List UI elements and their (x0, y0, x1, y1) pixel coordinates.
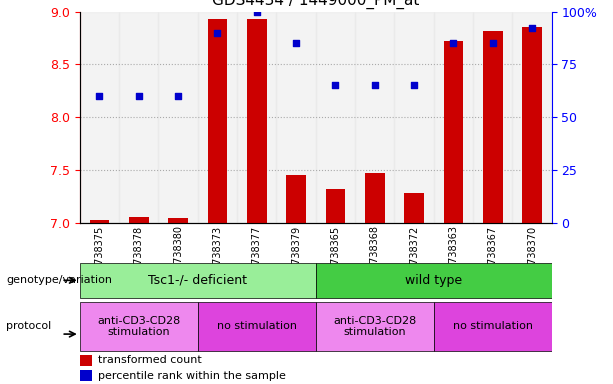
Point (252, 8, 262, 15)
Point (94, 93, 104, 99)
Bar (326, 189, 345, 223)
Point (527, 25, 537, 31)
FancyBboxPatch shape (80, 263, 316, 298)
Point (488, 40, 498, 46)
Text: genotype/variation: genotype/variation (6, 275, 112, 285)
Bar (355, 12, 394, 223)
Text: protocol: protocol (6, 321, 51, 331)
Text: no stimulation: no stimulation (216, 321, 297, 331)
Bar (444, 41, 463, 223)
Text: wild type: wild type (405, 274, 462, 287)
Bar (119, 12, 158, 223)
Bar (394, 12, 434, 223)
Bar (434, 12, 473, 223)
Bar (80, 370, 92, 381)
Point (213, 30, 223, 36)
Point (291, 40, 301, 46)
Text: transformed count: transformed count (98, 355, 202, 365)
Bar (276, 12, 316, 223)
Bar (80, 355, 92, 366)
Bar (473, 12, 512, 223)
Point (409, 82, 419, 88)
Bar (522, 27, 542, 223)
Bar (89, 220, 109, 223)
Text: anti-CD3-CD28
stimulation: anti-CD3-CD28 stimulation (97, 316, 180, 337)
Bar (483, 31, 503, 223)
Bar (512, 12, 552, 223)
Text: no stimulation: no stimulation (452, 321, 533, 331)
Point (173, 93, 183, 99)
Bar (247, 19, 267, 223)
Bar (365, 173, 384, 223)
Text: percentile rank within the sample: percentile rank within the sample (98, 371, 286, 381)
Text: anti-CD3-CD28
stimulation: anti-CD3-CD28 stimulation (333, 316, 416, 337)
Bar (158, 12, 198, 223)
Bar (404, 193, 424, 223)
Bar (168, 218, 188, 223)
FancyBboxPatch shape (434, 302, 552, 351)
Title: GDS4434 / 1449000_PM_at: GDS4434 / 1449000_PM_at (212, 0, 419, 9)
FancyBboxPatch shape (316, 263, 552, 298)
Point (449, 40, 459, 46)
Bar (237, 12, 276, 223)
Point (370, 82, 379, 88)
Bar (129, 217, 148, 223)
Bar (197, 12, 237, 223)
FancyBboxPatch shape (316, 302, 434, 351)
Point (134, 93, 143, 99)
Bar (286, 175, 306, 223)
Text: Tsc1-/- deficient: Tsc1-/- deficient (148, 274, 247, 287)
FancyBboxPatch shape (80, 302, 197, 351)
FancyBboxPatch shape (197, 302, 316, 351)
Bar (208, 19, 227, 223)
Point (330, 82, 340, 88)
Bar (316, 12, 355, 223)
Bar (80, 12, 119, 223)
